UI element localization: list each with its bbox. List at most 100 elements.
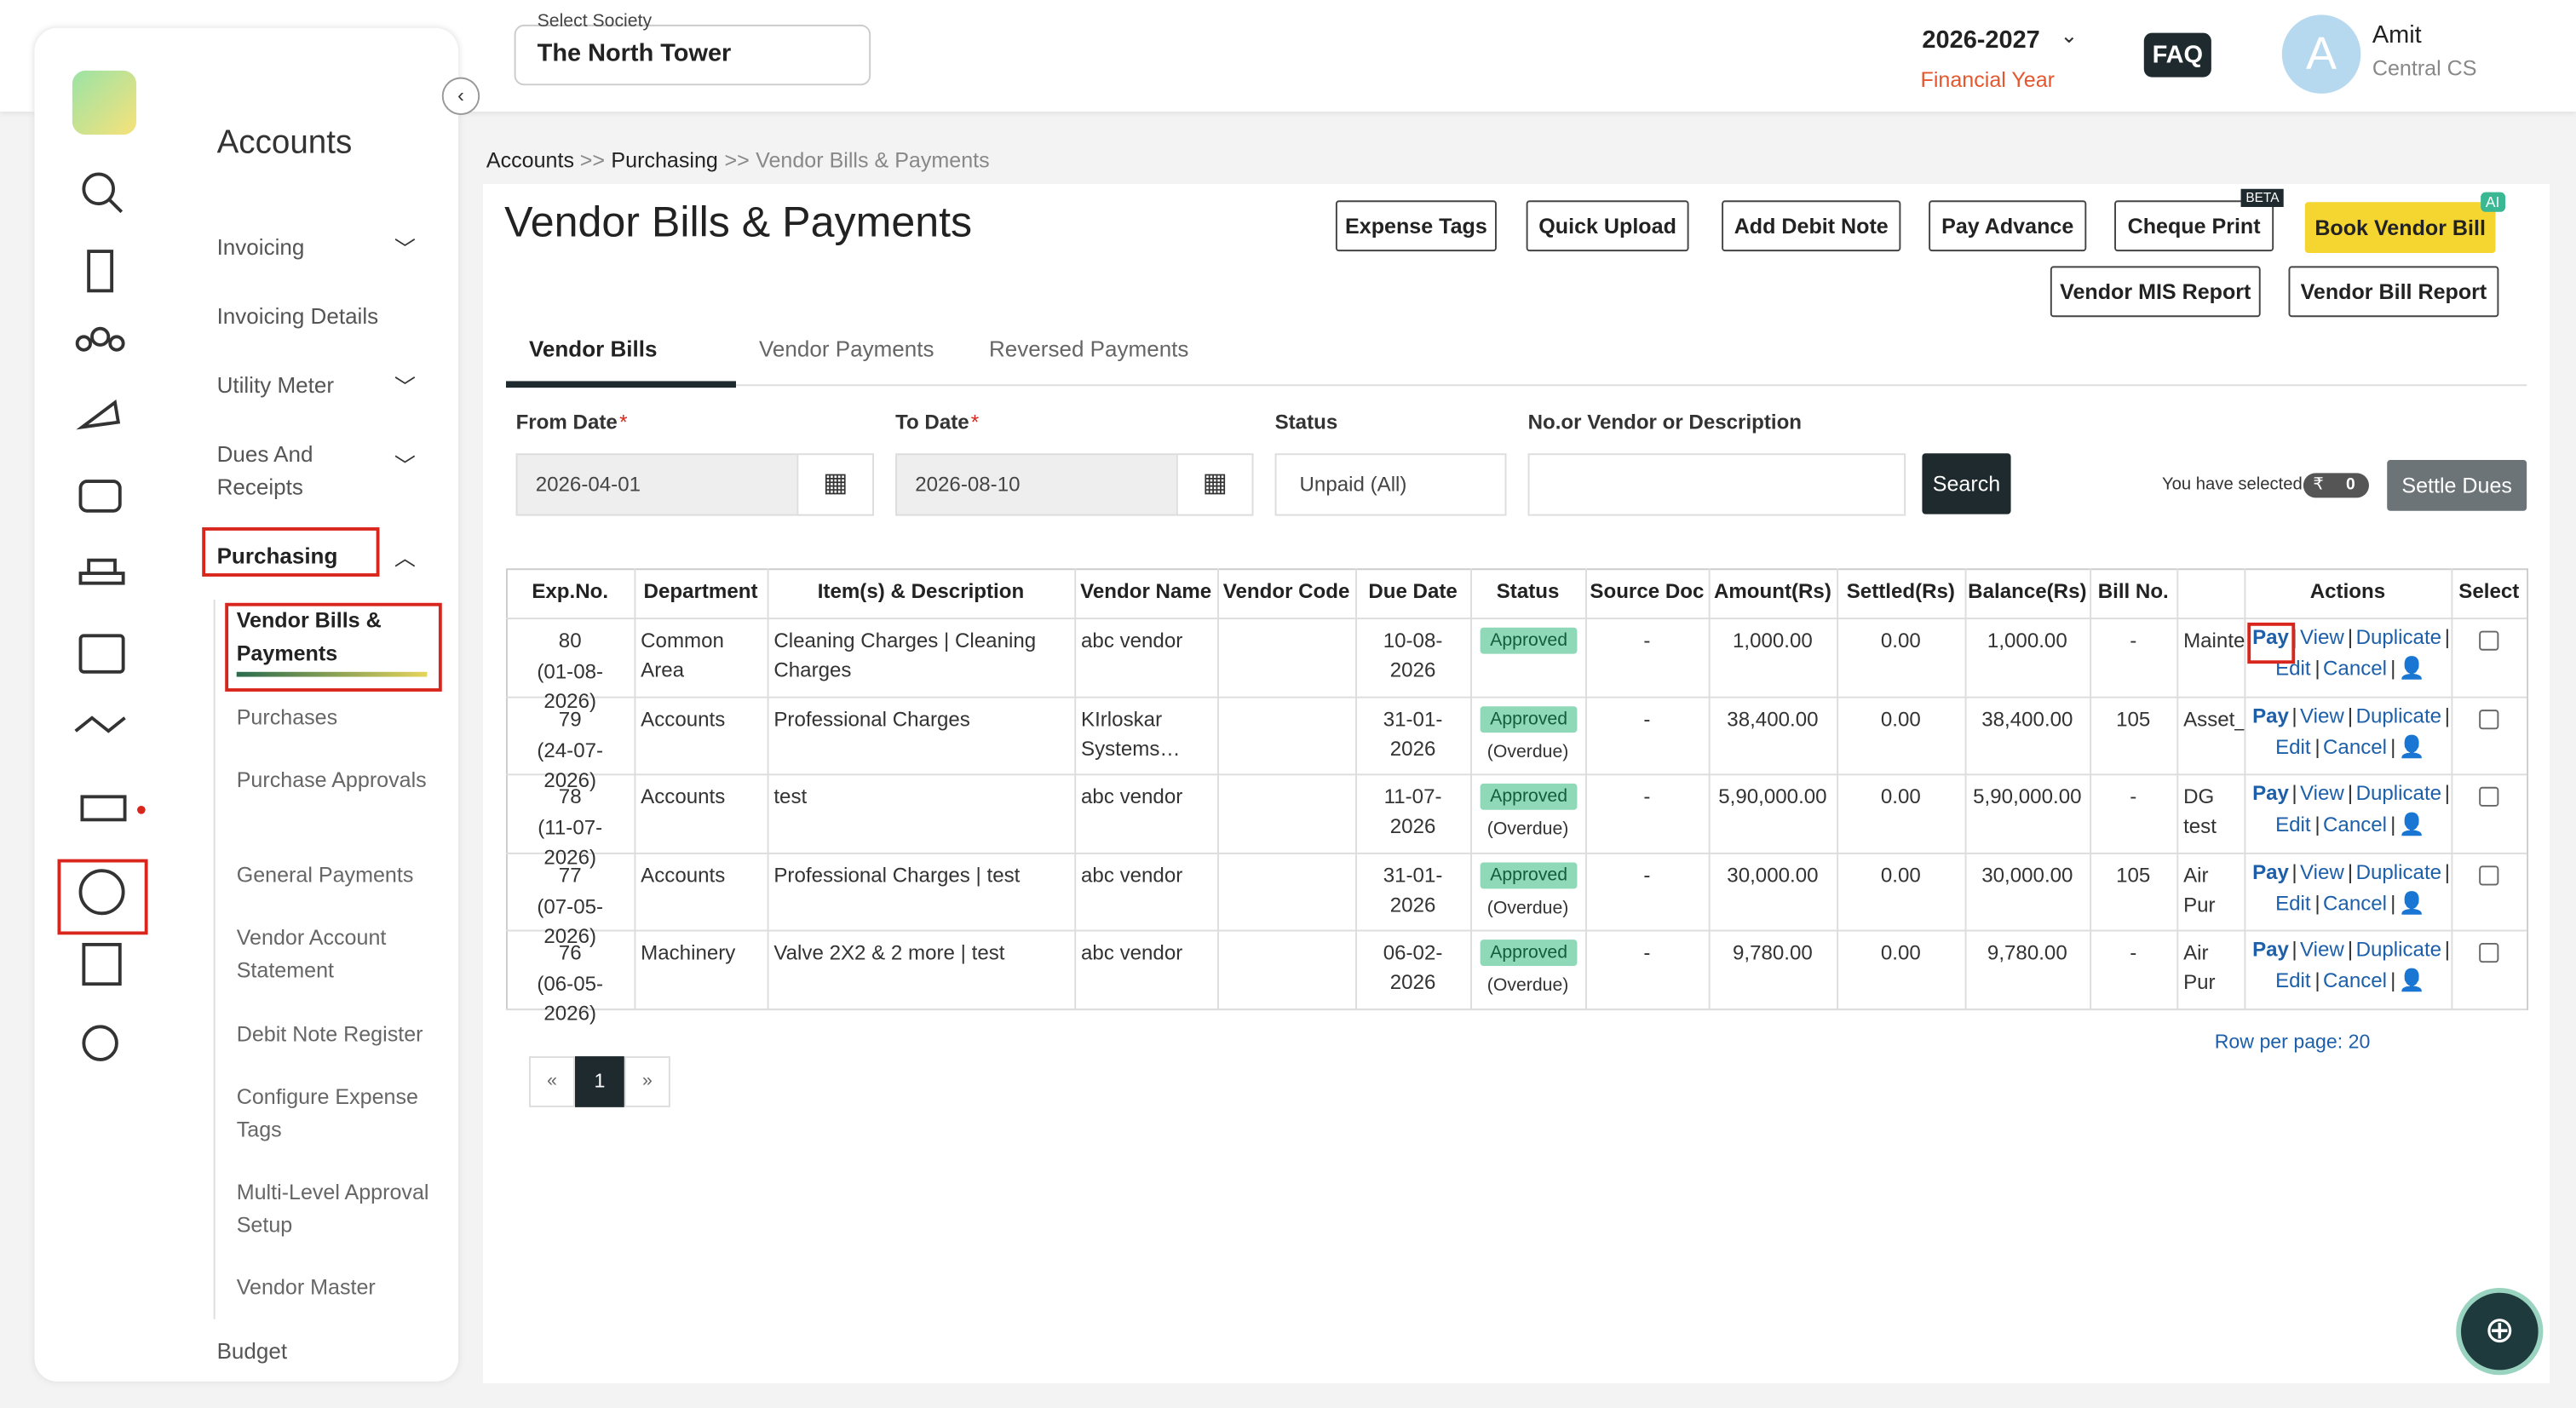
action-link[interactable]: View bbox=[2299, 704, 2344, 728]
column-header: Item(s) & Description bbox=[817, 579, 1025, 603]
cell-narration: DG test bbox=[2183, 784, 2217, 838]
tab[interactable]: Vendor Payments bbox=[758, 336, 934, 362]
exp-no: 80 bbox=[558, 629, 582, 652]
submenu-item[interactable]: Purchases bbox=[236, 704, 338, 730]
action-link[interactable]: Cancel bbox=[2322, 657, 2388, 681]
status-select[interactable] bbox=[1274, 453, 1507, 516]
action-link[interactable]: Pay bbox=[2252, 781, 2289, 805]
faq[interactable]: FAQ bbox=[2143, 32, 2211, 78]
action-link[interactable]: View bbox=[2299, 860, 2344, 884]
submenu-item[interactable]: Debit Note Register bbox=[236, 1021, 423, 1047]
cell-narration: Asset_ bbox=[2183, 708, 2245, 732]
action-separator: | bbox=[2347, 938, 2354, 962]
menu-item[interactable]: Invoicing bbox=[216, 234, 305, 260]
search-input[interactable] bbox=[1527, 453, 1906, 516]
menu-item[interactable]: Budget bbox=[216, 1338, 288, 1364]
submenu-item[interactable]: Vendor Account Statement bbox=[236, 924, 387, 983]
action-link[interactable]: Cancel bbox=[2322, 892, 2388, 916]
action-link[interactable]: Edit bbox=[2275, 735, 2311, 759]
action-separator: | bbox=[2314, 735, 2320, 759]
tab[interactable]: Reversed Payments bbox=[988, 336, 1189, 362]
action-button[interactable]: Pay Advance bbox=[1929, 200, 2087, 252]
action-link[interactable]: Pay bbox=[2252, 860, 2289, 884]
menu-item[interactable]: Invoicing Details bbox=[216, 303, 379, 329]
active-underline bbox=[236, 671, 428, 677]
menu-item[interactable]: Dues And Receipts bbox=[216, 441, 313, 500]
sidebar bbox=[34, 27, 459, 1382]
action-link[interactable]: Edit bbox=[2275, 813, 2311, 836]
action-button[interactable]: Book Vendor Bill bbox=[2304, 202, 2496, 253]
action-button[interactable]: Vendor MIS Report bbox=[2050, 266, 2261, 318]
submenu-item[interactable]: Multi-Level Approval Setup bbox=[236, 1179, 429, 1238]
page-current[interactable]: 1 bbox=[574, 1056, 624, 1107]
action-button[interactable]: Vendor Bill Report bbox=[2288, 266, 2499, 318]
action-link[interactable]: Duplicate bbox=[2355, 860, 2442, 884]
column-line bbox=[1074, 568, 1077, 1009]
breadcrumb-item[interactable]: Purchasing bbox=[611, 147, 718, 173]
action-button[interactable]: Cheque Print bbox=[2114, 200, 2274, 252]
select-checkbox[interactable] bbox=[2479, 786, 2499, 807]
column-line bbox=[2090, 568, 2092, 1009]
action-link[interactable]: View bbox=[2299, 938, 2344, 962]
highlight-box bbox=[57, 859, 148, 935]
menu-item[interactable]: Purchasing bbox=[216, 543, 338, 569]
status-note: (Overdue) bbox=[1486, 898, 1569, 919]
action-button[interactable]: Expense Tags bbox=[1335, 200, 1497, 252]
action-link[interactable]: Edit bbox=[2275, 892, 2311, 916]
page-prev[interactable]: « bbox=[528, 1056, 575, 1107]
column-line bbox=[1585, 568, 1587, 1009]
tab[interactable]: Vendor Bills bbox=[528, 336, 658, 362]
menu-item[interactable]: Utility Meter bbox=[216, 372, 335, 398]
calendar-button[interactable]: ▦ bbox=[1176, 453, 1254, 516]
action-link[interactable]: Cancel bbox=[2322, 735, 2388, 759]
action-link[interactable]: Duplicate bbox=[2355, 938, 2442, 962]
action-separator: | bbox=[2390, 735, 2396, 759]
breadcrumb-item[interactable]: Accounts bbox=[486, 147, 575, 173]
submenu-item[interactable]: General Payments bbox=[236, 862, 414, 888]
action-separator: | bbox=[2291, 938, 2297, 962]
column-header: Bill No. bbox=[2097, 579, 2169, 603]
action-separator: | bbox=[2314, 813, 2320, 836]
action-link[interactable]: Pay bbox=[2252, 625, 2289, 649]
action-button[interactable]: Add Debit Note bbox=[1722, 200, 1901, 252]
submenu-item[interactable]: Configure Expense Tags bbox=[236, 1083, 418, 1142]
submenu-item[interactable]: Purchase Approvals bbox=[236, 767, 427, 792]
select-checkbox[interactable] bbox=[2479, 865, 2499, 886]
action-separator: | bbox=[2314, 892, 2320, 916]
action-link[interactable]: Pay bbox=[2252, 938, 2289, 962]
action-link[interactable]: Pay bbox=[2252, 704, 2289, 728]
search-button[interactable]: Search bbox=[1922, 453, 2011, 514]
action-link[interactable]: Duplicate bbox=[2355, 781, 2442, 805]
cell-due-date: 31-01-2026 bbox=[1383, 864, 1443, 917]
action-separator: | bbox=[2291, 704, 2297, 728]
submenu-item[interactable]: Vendor Bills & Payments bbox=[236, 607, 382, 666]
action-button[interactable]: Quick Upload bbox=[1526, 200, 1689, 252]
row-line bbox=[505, 929, 2527, 932]
action-link[interactable]: Cancel bbox=[2322, 813, 2388, 836]
page-next[interactable]: » bbox=[624, 1056, 670, 1107]
row-line bbox=[505, 618, 2527, 620]
settle-button[interactable]: Settle Dues bbox=[2387, 459, 2527, 511]
select-checkbox[interactable] bbox=[2479, 710, 2499, 730]
action-link[interactable]: View bbox=[2299, 625, 2344, 649]
icon-rail bbox=[74, 172, 146, 1061]
calendar-button[interactable]: ▦ bbox=[796, 453, 874, 516]
collapse-button[interactable]: ‹ bbox=[441, 77, 480, 115]
action-link[interactable]: Edit bbox=[2275, 968, 2311, 992]
action-link[interactable]: View bbox=[2299, 781, 2344, 805]
column-header: Actions bbox=[2309, 579, 2386, 603]
tab-active bbox=[505, 381, 736, 388]
chevron: ⌄ bbox=[2060, 22, 2079, 48]
action-link[interactable]: Duplicate bbox=[2355, 704, 2442, 728]
filter-label: Status bbox=[1274, 411, 1338, 434]
select-checkbox[interactable] bbox=[2479, 630, 2499, 651]
chat-button[interactable]: ⊕ bbox=[2456, 1287, 2544, 1376]
action-link[interactable]: Cancel bbox=[2322, 968, 2388, 992]
select-checkbox[interactable] bbox=[2479, 942, 2499, 963]
cell-amount: 5,90,000.00 bbox=[1718, 784, 1827, 808]
required-mark: * bbox=[970, 411, 980, 434]
cell-department: Accounts bbox=[641, 708, 726, 732]
action-link[interactable]: Duplicate bbox=[2355, 625, 2442, 649]
submenu-item[interactable]: Vendor Master bbox=[236, 1274, 376, 1300]
